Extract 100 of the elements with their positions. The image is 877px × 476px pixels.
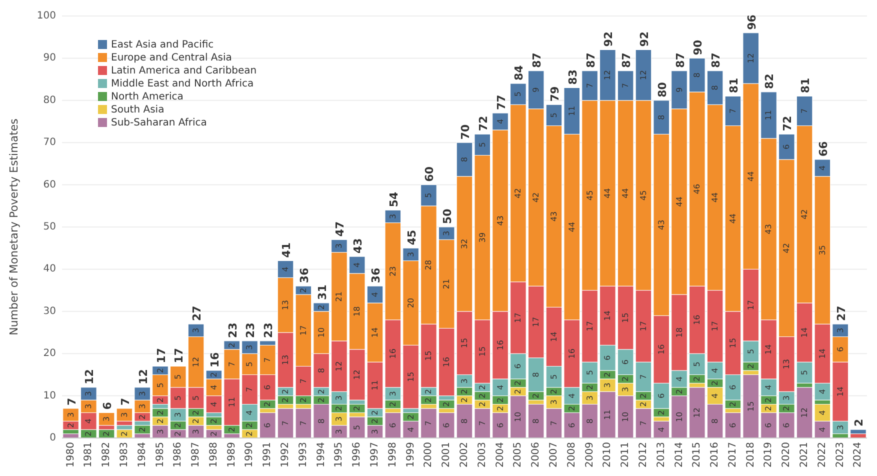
x-tick-label: 2002 — [459, 442, 470, 468]
data-label: 2 — [728, 402, 738, 407]
data-label: 8 — [532, 372, 541, 378]
data-label: 14 — [603, 310, 612, 321]
x-tick-label: 2006 — [530, 442, 542, 468]
data-label: 14 — [800, 327, 810, 338]
total-label: 70 — [459, 124, 472, 140]
data-label: 2 — [352, 406, 362, 412]
y-tick-label: 40 — [43, 264, 56, 275]
data-label: 5 — [174, 395, 183, 400]
legend-label: Middle East and North Africa — [111, 78, 254, 90]
data-label: 7 — [281, 420, 290, 426]
data-label: 3 — [138, 391, 147, 396]
legend-label: East Asia and Pacific — [111, 40, 214, 50]
x-tick-label: 1981 — [83, 442, 94, 468]
x-tick-label: 1986 — [172, 442, 184, 468]
data-label: 3 — [406, 252, 416, 257]
y-tick-label: 30 — [43, 306, 56, 317]
data-label: 7 — [227, 362, 236, 367]
data-label: 2 — [585, 384, 594, 390]
total-label: 66 — [816, 140, 830, 156]
total-label: 6 — [101, 402, 114, 410]
data-label: 5 — [192, 395, 201, 400]
data-label: 3 — [102, 416, 112, 422]
data-label: 2 — [424, 397, 434, 403]
total-label: 17 — [154, 348, 168, 364]
data-label: 44 — [603, 188, 612, 198]
data-label: 8 — [585, 418, 594, 424]
data-label: 17 — [298, 325, 308, 336]
data-label: 2 — [156, 368, 165, 374]
data-label: 6 — [567, 422, 576, 428]
data-label: 42 — [514, 188, 523, 198]
x-tick-label: 2018 — [745, 442, 756, 468]
data-label: 5 — [800, 370, 810, 376]
legend-label: Sub-Saharan Africa — [111, 118, 207, 128]
data-label: 15 — [424, 350, 434, 361]
data-label: 45 — [585, 190, 594, 200]
data-label: 4 — [710, 368, 720, 374]
data-label: 7 — [621, 83, 630, 88]
data-label: 8 — [656, 114, 666, 120]
data-label: 2 — [227, 427, 236, 432]
data-label: 5 — [352, 424, 362, 430]
data-label: 2 — [281, 397, 290, 403]
total-label: 7 — [118, 398, 132, 406]
data-label: 6 — [496, 422, 505, 428]
data-label: 4 — [406, 427, 416, 432]
total-label: 92 — [638, 31, 651, 47]
data-label: 2 — [638, 402, 648, 407]
data-label: 6 — [728, 422, 738, 428]
data-label: 2 — [156, 397, 165, 403]
data-label: 6 — [621, 359, 630, 365]
data-label: 2 — [156, 410, 165, 416]
data-label: 17 — [514, 312, 523, 323]
data-label: 7 — [424, 420, 434, 426]
data-label: 13 — [782, 359, 792, 370]
data-label: 10 — [316, 327, 326, 338]
data-label: 3 — [460, 378, 469, 384]
data-label: 8 — [710, 418, 720, 424]
data-label: 6 — [263, 384, 272, 390]
x-tick-label: 1996 — [352, 442, 363, 468]
data-label: 7 — [263, 357, 272, 362]
data-label: 16 — [388, 348, 398, 359]
data-label: 3 — [549, 400, 558, 405]
data-label: 4 — [656, 427, 666, 432]
data-label: 2 — [388, 402, 398, 407]
data-label: 2 — [209, 431, 218, 436]
total-label: 47 — [334, 221, 347, 237]
data-label: 2 — [84, 431, 94, 436]
legend-label: North America — [111, 92, 184, 102]
data-label: 2 — [782, 406, 792, 412]
total-label: 7 — [65, 398, 78, 406]
data-label: 2 — [174, 431, 183, 436]
data-label: 5 — [156, 382, 165, 388]
total-label: 45 — [405, 230, 418, 246]
data-label: 43 — [496, 216, 505, 226]
data-label: 15 — [746, 401, 756, 412]
x-tick-label: 2007 — [548, 442, 560, 468]
total-label: 31 — [316, 284, 329, 300]
x-tick-label: 2022 — [816, 442, 828, 468]
data-label: 14 — [370, 327, 380, 338]
data-label: 20 — [406, 298, 416, 308]
data-label: 9 — [532, 87, 541, 92]
data-label: 2 — [514, 380, 523, 386]
y-tick-label: 90 — [43, 52, 56, 64]
data-label: 11 — [603, 410, 612, 420]
data-label: 3 — [388, 391, 398, 396]
total-label: 27 — [190, 306, 204, 322]
total-label: 87 — [584, 52, 598, 68]
data-label: 6 — [514, 364, 523, 369]
data-label: 2 — [764, 406, 774, 412]
total-label: 12 — [136, 369, 150, 384]
data-label: 44 — [746, 171, 756, 182]
data-label: 3 — [138, 404, 147, 409]
y-tick-label: 10 — [43, 390, 56, 402]
data-label: 2 — [406, 414, 416, 420]
data-label: 4 — [496, 384, 505, 390]
data-label: 8 — [316, 368, 326, 374]
data-label: 5 — [549, 374, 558, 380]
total-label: 72 — [476, 116, 490, 132]
total-label: 3 6 — [370, 422, 398, 434]
